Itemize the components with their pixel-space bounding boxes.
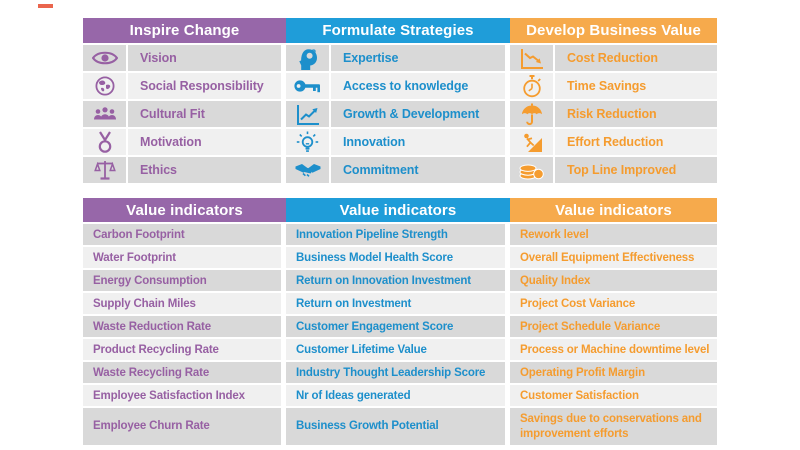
column-header: Inspire Change xyxy=(83,18,286,43)
indicator-item: Carbon Footprint xyxy=(83,224,281,245)
value-indicators-header: Value indicators xyxy=(286,198,510,222)
column-header-label: Inspire Change xyxy=(129,22,240,39)
list-item: Innovation xyxy=(286,129,505,155)
indicator-item: Quality Index xyxy=(510,270,717,291)
effort-icon xyxy=(510,129,555,155)
medal-icon xyxy=(83,129,128,155)
globe-icon xyxy=(83,73,128,99)
column-inspire-change: Inspire Change Vision Social Responsibil… xyxy=(83,18,286,445)
head-gears-icon xyxy=(286,45,331,71)
indicator-item: Innovation Pipeline Strength xyxy=(286,224,505,245)
item-label: Time Savings xyxy=(567,79,647,93)
icon-row-list: Expertise Access to knowledge Growth & D… xyxy=(286,45,505,183)
indicator-list: Carbon Footprint Water Footprint Energy … xyxy=(83,224,281,445)
list-item: Time Savings xyxy=(510,73,717,99)
icon-row-list: Cost Reduction Time Savings Risk Reducti… xyxy=(510,45,717,183)
stopwatch-icon xyxy=(510,73,555,99)
item-label: Cost Reduction xyxy=(567,51,658,65)
indicator-item: Customer Lifetime Value xyxy=(286,339,505,360)
value-indicators-title: Value indicators xyxy=(126,201,243,219)
item-label: Top Line Improved xyxy=(567,163,677,177)
handshake-icon xyxy=(286,157,331,183)
item-label: Risk Reduction xyxy=(567,107,657,121)
indicator-item: Business Growth Potential xyxy=(286,408,505,445)
column-header: Develop Business Value xyxy=(510,18,717,43)
value-indicators-title: Value indicators xyxy=(555,201,672,219)
item-label: Vision xyxy=(140,51,177,65)
value-matrix-board: Inspire Change Vision Social Responsibil… xyxy=(83,18,717,445)
list-item: Vision xyxy=(83,45,281,71)
item-label: Effort Reduction xyxy=(567,135,664,149)
indicator-item: Business Model Health Score xyxy=(286,247,505,268)
indicator-item: Product Recycling Rate xyxy=(83,339,281,360)
icon-row-list: Vision Social Responsibility Cultural Fi… xyxy=(83,45,281,183)
indicator-item: Rework level xyxy=(510,224,717,245)
item-label: Cultural Fit xyxy=(140,107,205,121)
indicator-list: Innovation Pipeline Strength Business Mo… xyxy=(286,224,505,445)
indicator-item: Employee Churn Rate xyxy=(83,408,281,445)
value-indicators-header: Value indicators xyxy=(510,198,717,222)
item-label: Access to knowledge xyxy=(343,79,469,93)
list-item: Access to knowledge xyxy=(286,73,505,99)
column-develop-business-value: Develop Business Value Cost Reduction Ti… xyxy=(510,18,717,445)
item-label: Commitment xyxy=(343,163,419,177)
indicator-item: Industry Thought Leadership Score xyxy=(286,362,505,383)
item-label: Ethics xyxy=(140,163,177,177)
list-item: Ethics xyxy=(83,157,281,183)
list-item: Cultural Fit xyxy=(83,101,281,127)
indicator-item: Nr of Ideas generated xyxy=(286,385,505,406)
scales-icon xyxy=(83,157,128,183)
indicator-item: Savings due to conservations and improve… xyxy=(510,408,717,445)
list-item: Social Responsibility xyxy=(83,73,281,99)
indicator-item: Supply Chain Miles xyxy=(83,293,281,314)
indicator-item: Waste Reduction Rate xyxy=(83,316,281,337)
item-label: Motivation xyxy=(140,135,202,149)
column-header: Formulate Strategies xyxy=(286,18,510,43)
list-item: Risk Reduction xyxy=(510,101,717,127)
item-label: Social Responsibility xyxy=(140,79,264,93)
column-formulate-strategies: Formulate Strategies Expertise Access to… xyxy=(286,18,510,445)
list-item: Commitment xyxy=(286,157,505,183)
indicator-list: Rework level Overall Equipment Effective… xyxy=(510,224,717,445)
item-label: Growth & Development xyxy=(343,107,480,121)
column-header-label: Develop Business Value xyxy=(526,22,701,39)
coins-icon xyxy=(510,157,555,183)
declining-chart-icon xyxy=(510,45,555,71)
indicator-item: Employee Satisfaction Index xyxy=(83,385,281,406)
indicator-item: Return on Investment xyxy=(286,293,505,314)
people-icon xyxy=(83,101,128,127)
indicator-item: Return on Innovation Investment xyxy=(286,270,505,291)
indicator-item: Customer Satisfaction xyxy=(510,385,717,406)
value-indicators-title: Value indicators xyxy=(339,201,457,219)
lightbulb-icon xyxy=(286,129,331,155)
list-item: Motivation xyxy=(83,129,281,155)
eye-icon xyxy=(83,45,128,71)
list-item: Top Line Improved xyxy=(510,157,717,183)
brand-mark xyxy=(38,4,53,8)
value-indicators-header: Value indicators xyxy=(83,198,286,222)
item-label: Expertise xyxy=(343,51,399,65)
indicator-item: Waste Recycling Rate xyxy=(83,362,281,383)
indicator-item: Customer Engagement Score xyxy=(286,316,505,337)
list-item: Expertise xyxy=(286,45,505,71)
item-label: Innovation xyxy=(343,135,406,149)
indicator-item: Process or Machine downtime level xyxy=(510,339,717,360)
list-item: Effort Reduction xyxy=(510,129,717,155)
indicator-item: Energy Consumption xyxy=(83,270,281,291)
list-item: Cost Reduction xyxy=(510,45,717,71)
indicator-item: Project Cost Variance xyxy=(510,293,717,314)
key-icon xyxy=(286,73,331,99)
indicator-item: Water Footprint xyxy=(83,247,281,268)
indicator-item: Overall Equipment Effectiveness xyxy=(510,247,717,268)
column-header-label: Formulate Strategies xyxy=(322,22,474,39)
indicator-item: Operating Profit Margin xyxy=(510,362,717,383)
growth-chart-icon xyxy=(286,101,331,127)
list-item: Growth & Development xyxy=(286,101,505,127)
indicator-item: Project Schedule Variance xyxy=(510,316,717,337)
umbrella-icon xyxy=(510,101,555,127)
